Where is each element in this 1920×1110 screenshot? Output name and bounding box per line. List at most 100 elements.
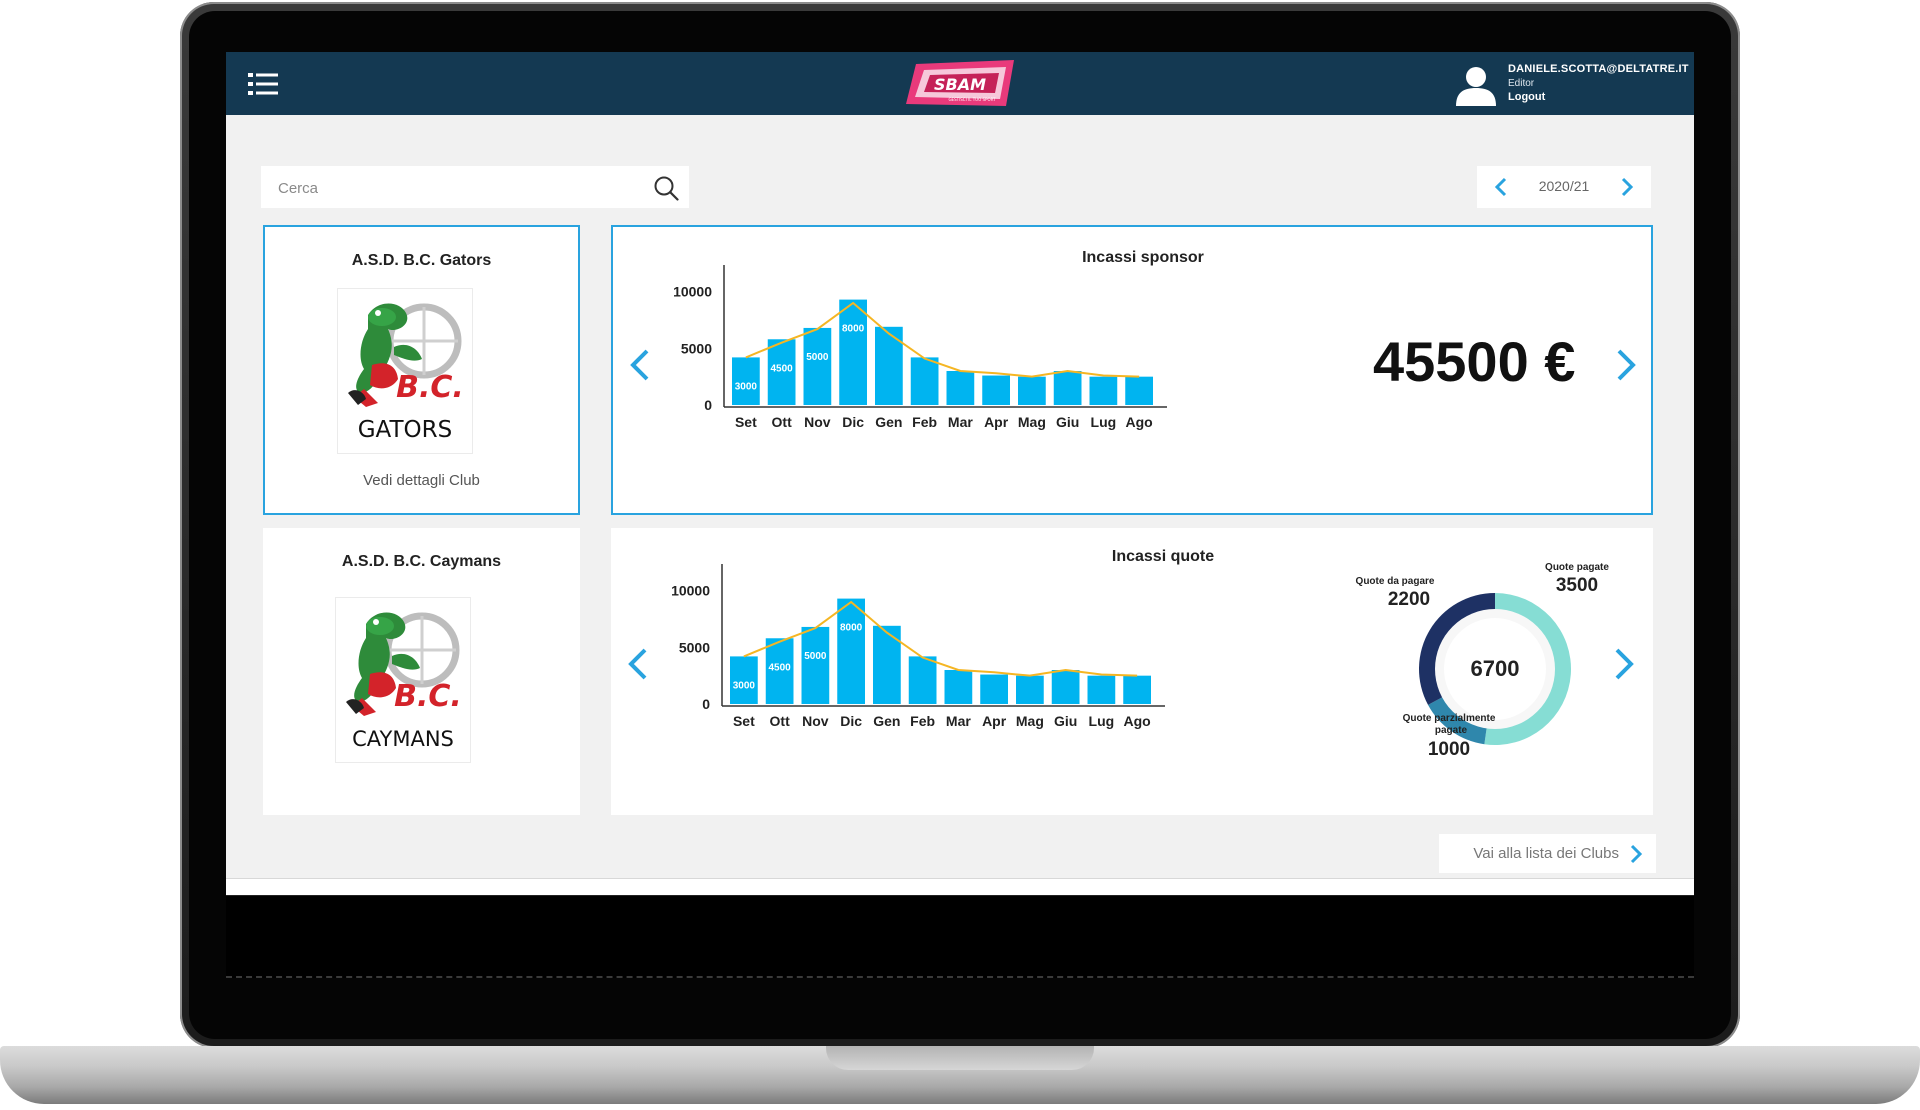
x-tick-label: Apr: [984, 414, 1009, 430]
y-tick-label: 10000: [673, 284, 712, 300]
search-input[interactable]: [261, 166, 640, 210]
unpaid-value: 2200: [1388, 589, 1430, 610]
bar: [803, 327, 832, 405]
x-tick-label: Lug: [1089, 713, 1115, 729]
laptop-notch: [826, 1046, 1094, 1070]
bar: [1125, 376, 1153, 405]
logout-link[interactable]: Logout: [1508, 91, 1546, 103]
x-tick-label: Nov: [804, 414, 831, 430]
brand-logo: SBAM GESTISCI IL TUO SPORT: [906, 60, 1014, 106]
bar: [910, 357, 939, 405]
bar: [1089, 376, 1118, 405]
gator-mascot-icon: B.C. CAYMANS: [346, 612, 462, 751]
quote-panel: Incassi quote 0 5000 10000 3000 Set 4500 Ott 50…: [611, 528, 1653, 815]
search-box: [261, 166, 689, 210]
club-card-caymans[interactable]: A.S.D. B.C. Caymans B.C. CAYMANS: [263, 528, 580, 815]
panel-title: Incassi quote: [1111, 548, 1215, 565]
bar: [837, 598, 865, 704]
clubs-list-link[interactable]: Vai alla lista dei Clubs: [1439, 834, 1656, 873]
bar-data-label: 8000: [842, 324, 865, 335]
y-tick-label: 5000: [681, 340, 712, 356]
logo-club-name: GATORS: [358, 417, 453, 443]
bar: [1087, 675, 1116, 704]
quote-donut-chart: 6700 Quote da pagare 2200 Quote pagate 3…: [1356, 562, 1610, 760]
x-tick-label: Giu: [1054, 713, 1077, 729]
x-tick-label: Ott: [770, 713, 791, 729]
bar: [730, 656, 758, 704]
club-logo: B.C. CAYMANS: [336, 598, 470, 762]
bar-data-label: 3000: [733, 680, 756, 691]
logo-initials: B.C.: [394, 679, 462, 714]
x-tick-label: Mar: [946, 713, 971, 729]
user-role: Editor: [1508, 78, 1535, 89]
y-tick-label: 0: [704, 397, 712, 413]
panel-title: Incassi sponsor: [1082, 249, 1204, 266]
partial-label-2: pagate: [1435, 725, 1468, 736]
x-tick-label: Nov: [802, 713, 829, 729]
chevron-right-icon[interactable]: [1611, 644, 1639, 684]
season-label: 2020/21: [1538, 178, 1590, 194]
donut-center-value: 6700: [1471, 656, 1520, 681]
bar: [1051, 670, 1080, 704]
chevron-right-icon: [1630, 844, 1643, 864]
club-details-link[interactable]: Vedi dettagli Club: [363, 472, 480, 489]
bar: [946, 371, 975, 405]
sponsor-panel: Incassi sponsor 0 5000 10000 3000 Set 4500 Ott…: [611, 225, 1653, 515]
bar: [875, 326, 903, 405]
bar-data-label: 8000: [840, 623, 863, 634]
y-tick-label: 0: [702, 696, 710, 712]
x-tick-label: Ago: [1126, 414, 1153, 430]
partial-label: Quote parzialmente: [1403, 713, 1496, 724]
trend-line: [745, 301, 1140, 378]
bar: [944, 670, 973, 704]
x-tick-label: Set: [735, 414, 757, 430]
x-tick-label: Mag: [1016, 713, 1044, 729]
user-icon: [1456, 67, 1496, 106]
x-tick-label: Gen: [873, 713, 900, 729]
bar: [908, 656, 937, 704]
chevron-left-icon[interactable]: [1491, 175, 1511, 199]
clubs-list-link-label: Vai alla lista dei Clubs: [1473, 845, 1619, 862]
bar: [982, 375, 1010, 405]
x-tick-label: Mag: [1018, 414, 1046, 430]
partial-value: 1000: [1428, 739, 1470, 760]
sponsor-total: 45500 €: [1373, 330, 1576, 393]
x-tick-label: Feb: [912, 414, 937, 430]
x-tick-label: Ott: [772, 414, 793, 430]
trend-line: [743, 600, 1138, 677]
brand-tagline: GESTISCI IL TUO SPORT: [948, 97, 996, 102]
search-icon[interactable]: [653, 175, 679, 201]
bar: [1123, 675, 1151, 704]
sponsor-bar-chart: 0 5000 10000 3000 Set 4500 Ott 5000 Nov 8000 Dic Ge…: [673, 265, 1167, 430]
chevron-left-icon[interactable]: [623, 644, 651, 684]
y-tick-label: 10000: [671, 583, 710, 599]
bar: [732, 357, 760, 405]
bar-data-label: 3000: [735, 381, 758, 392]
x-tick-label: Apr: [982, 713, 1007, 729]
menu-icon[interactable]: [248, 72, 278, 96]
chevron-right-icon[interactable]: [1617, 175, 1637, 199]
app-screen: SBAM GESTISCI IL TUO SPORT DANIELE.SCOTT…: [226, 52, 1694, 895]
x-tick-label: Giu: [1056, 414, 1079, 430]
bar-data-label: 4500: [771, 363, 794, 374]
club-logo: B.C. GATORS: [338, 289, 472, 453]
chevron-left-icon[interactable]: [625, 345, 653, 385]
bar: [801, 626, 830, 704]
top-bar: SBAM GESTISCI IL TUO SPORT DANIELE.SCOTT…: [226, 52, 1694, 115]
x-tick-label: Gen: [875, 414, 902, 430]
logo-initials: B.C.: [396, 370, 464, 405]
footer-strip: [226, 878, 1694, 895]
bar: [873, 625, 901, 704]
x-tick-label: Mar: [948, 414, 973, 430]
brand-name: SBAM: [934, 75, 986, 94]
screen-bottom-bezel: [226, 895, 1694, 978]
y-tick-label: 5000: [679, 639, 710, 655]
chevron-right-icon[interactable]: [1613, 345, 1641, 385]
bar: [839, 299, 867, 405]
bar: [765, 638, 794, 704]
bar: [1018, 376, 1046, 405]
club-card-gators[interactable]: A.S.D. B.C. Gators B.C. GATORS Vedi dett…: [263, 225, 580, 515]
x-tick-label: Dic: [842, 414, 864, 430]
logo-club-name: CAYMANS: [352, 727, 454, 751]
x-tick-label: Dic: [840, 713, 862, 729]
